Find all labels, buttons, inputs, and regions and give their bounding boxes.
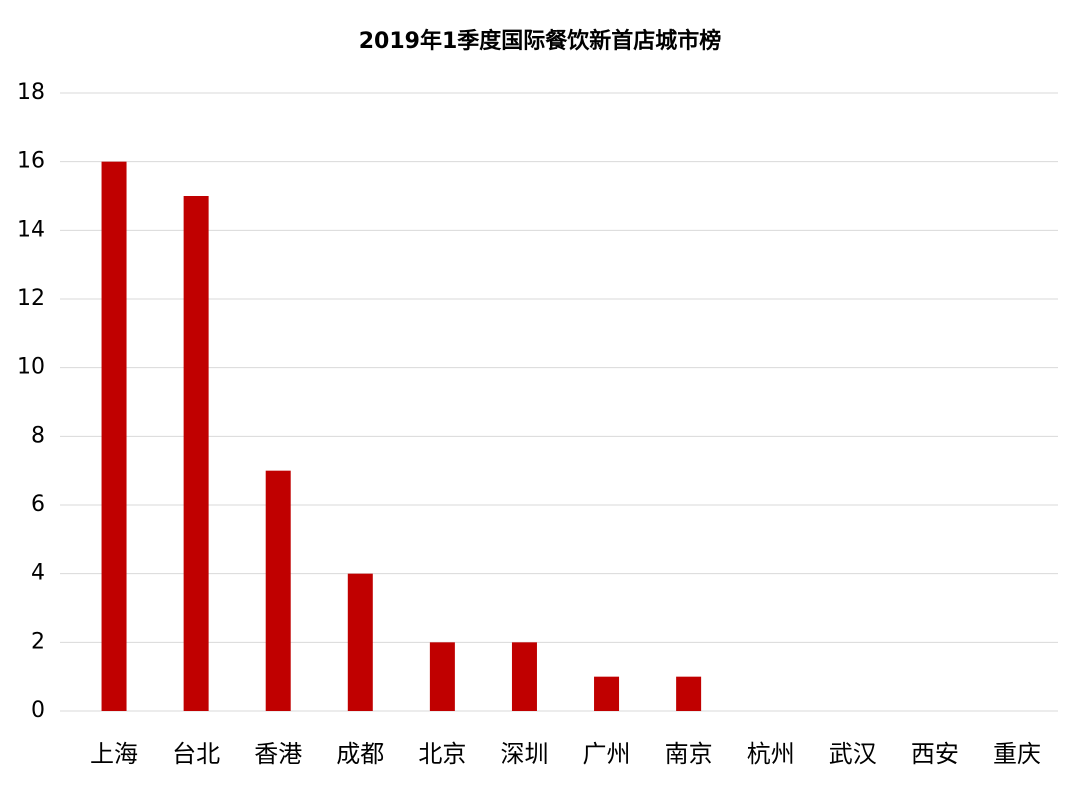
chart-title: 2019年1季度国际餐饮新首店城市榜 xyxy=(359,28,722,54)
x-tick-label: 台北 xyxy=(172,740,220,768)
x-tick-label: 成都 xyxy=(336,740,384,768)
y-tick-label: 12 xyxy=(17,286,45,311)
bar xyxy=(265,470,291,711)
x-tick-label: 深圳 xyxy=(500,740,548,768)
y-tick-label: 8 xyxy=(31,423,45,448)
y-tick-label: 4 xyxy=(31,561,45,586)
y-tick-label: 0 xyxy=(31,698,45,723)
bar xyxy=(511,642,537,711)
bar xyxy=(347,573,373,711)
x-tick-label: 武汉 xyxy=(829,740,877,768)
y-tick-label: 16 xyxy=(17,149,45,174)
bar xyxy=(101,161,127,711)
x-tick-label: 香港 xyxy=(254,740,302,768)
x-tick-label: 杭州 xyxy=(747,740,795,768)
bar xyxy=(429,642,455,711)
y-tick-label: 14 xyxy=(17,217,45,242)
y-tick-label: 2 xyxy=(31,629,45,654)
x-tick-label: 西安 xyxy=(911,740,959,768)
bar xyxy=(594,676,620,711)
y-tick-label: 18 xyxy=(17,80,45,105)
x-tick-label: 北京 xyxy=(418,740,466,768)
y-tick-label: 10 xyxy=(17,355,45,380)
x-tick-label: 重庆 xyxy=(993,740,1041,768)
y-tick-label: 6 xyxy=(31,492,45,517)
x-tick-label: 南京 xyxy=(665,740,713,768)
x-tick-label: 上海 xyxy=(90,740,138,768)
bar xyxy=(676,676,702,711)
bar xyxy=(183,196,209,711)
x-tick-label: 广州 xyxy=(583,740,631,768)
